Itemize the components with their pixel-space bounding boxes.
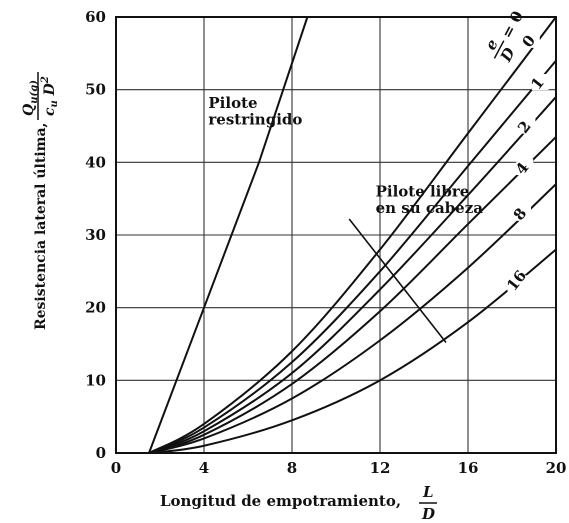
y-tick-label: 20 [85,299,106,317]
y-tick-label: 40 [85,153,106,171]
series-line [148,59,557,454]
annotation-text: restringido [208,111,302,129]
y-axis-fraction-denominator: cu D2 [40,76,60,116]
grid-lines [115,16,557,454]
curve-label-bg [531,74,549,91]
series-line [148,136,557,454]
y-tick-label: 30 [85,226,106,244]
annotation-text: en su cabeza [376,199,484,217]
curve-label-bg [522,31,540,48]
y-tick-label: 0 [96,444,106,462]
x-tick-label: 20 [546,459,567,477]
x-tick-label: 4 [199,459,209,477]
curve-label-bg [516,159,534,176]
y-axis-label: Resistencia lateral última, Qu(g) cu D2 [21,72,60,330]
x-axis-label: Longitud de empotramiento, L D [160,483,437,523]
series-line [148,16,309,454]
curve-label-bg [514,204,531,221]
curve-label-bg [518,117,536,134]
x-tick-label: 0 [111,459,121,477]
x-axis-fraction-numerator: L [422,483,434,501]
x-tick-label: 8 [287,459,297,477]
series-line [148,96,557,454]
annotation-text: Pilote [208,94,257,112]
pointer-line [348,218,447,344]
x-axis-label-text: Longitud de empotramiento, [160,492,401,510]
y-tick-label: 50 [85,81,106,99]
x-tick-label: 12 [370,459,391,477]
series-line [148,183,557,454]
annotation-text: Pilote libre [376,182,470,200]
y-axis-label-text: Resistencia lateral última, [33,123,49,330]
x-tick-label: 16 [458,459,479,477]
x-axis-fraction-denominator: D [421,505,435,523]
curve-label-bg [507,275,534,292]
plot-frame [115,16,557,454]
y-tick-label: 10 [85,371,106,389]
tick-labels: 0 4 8 12 16 20 0 10 20 30 40 50 60 [85,8,566,477]
y-tick-label: 60 [85,8,106,26]
series-line [148,248,557,454]
y-axis-fraction-numerator: Qu(g) [21,80,40,116]
series-line [148,16,557,454]
curves [148,16,557,454]
